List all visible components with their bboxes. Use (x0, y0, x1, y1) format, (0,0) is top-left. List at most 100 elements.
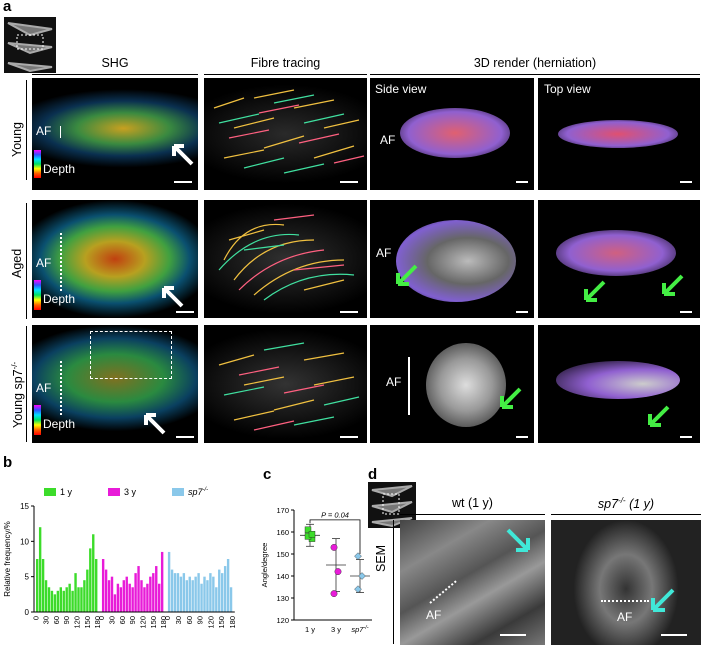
af-label: AF (36, 256, 52, 270)
bar (107, 580, 111, 612)
scale-bar (176, 436, 194, 438)
x-tick-label: 90 (62, 616, 71, 624)
scale-bar (340, 436, 358, 438)
bar (47, 587, 51, 612)
green-arrow-icon (396, 264, 418, 286)
data-point (354, 585, 362, 593)
bar (226, 559, 230, 612)
af-label: AF (376, 246, 392, 260)
bar (203, 576, 206, 612)
data-point (330, 544, 338, 551)
bar (122, 580, 125, 612)
x-tick-label: 30 (42, 616, 51, 624)
scale-bar (661, 634, 687, 636)
bar (41, 559, 45, 612)
green-arrow-icon (500, 387, 522, 409)
bar (149, 576, 152, 612)
render-aged-side-image: AF (370, 200, 534, 318)
x-tick-label: 1 y (305, 625, 315, 634)
x-tick-label: sp7-/- (351, 625, 368, 634)
legend-swatch (172, 488, 184, 496)
scale-bar (516, 311, 528, 313)
bar (113, 594, 117, 612)
render-young-top-image: Top view (538, 78, 700, 190)
bar (95, 559, 98, 612)
bar (71, 590, 74, 612)
y-tick-label: 160 (276, 528, 289, 537)
bar (218, 569, 221, 612)
x-tick-label: 0 (97, 616, 106, 620)
bar (36, 559, 39, 612)
row-label-young-sp7: Young sp7-/- (10, 361, 26, 428)
af-label: AF (36, 381, 52, 395)
data-point (334, 568, 342, 576)
bar (86, 569, 89, 612)
bar (56, 590, 60, 612)
bar (65, 587, 68, 612)
bar (209, 573, 212, 612)
data-point (358, 572, 366, 580)
bar (146, 583, 149, 612)
green-arrow-icon (648, 405, 670, 427)
bar (152, 573, 155, 612)
fibre-aged-image (204, 200, 367, 318)
x-tick-label: 120 (73, 616, 82, 629)
bar (200, 583, 203, 612)
legend-label: 3 y (124, 487, 137, 497)
x-tick-label: 150 (149, 616, 158, 629)
bar (134, 573, 137, 612)
cyan-arrow-icon (506, 528, 530, 552)
tissue-render (556, 230, 676, 276)
bar (176, 573, 180, 612)
bar (74, 573, 77, 612)
data-point (304, 526, 312, 533)
fibre-traces (218, 214, 355, 301)
panel-b-letter: b (3, 454, 13, 471)
x-tick-label: 180 (93, 616, 102, 629)
x-tick-label: 90 (196, 616, 205, 624)
x-tick-label: 180 (228, 616, 236, 629)
af-bracket (60, 361, 62, 415)
row-bracket (26, 326, 27, 442)
depth-label: Depth (43, 292, 76, 306)
col-rule-fibre (204, 74, 367, 75)
panel-a-letter: a (3, 0, 12, 15)
data-point (354, 552, 362, 560)
legend-swatch (44, 488, 56, 496)
af-label: AF (380, 133, 396, 147)
significance-bracket (309, 519, 361, 554)
scale-bar (340, 311, 358, 313)
af-bracket (60, 126, 61, 138)
bar (206, 580, 209, 612)
shg-aged-image: Depth AF (32, 200, 198, 318)
col-head-shg: SHG (101, 56, 129, 70)
x-tick-label: 30 (174, 616, 183, 624)
legend-swatch (108, 488, 120, 496)
roi-box (90, 331, 172, 379)
depth-label: Depth (43, 417, 76, 431)
bar (155, 566, 158, 612)
af-bracket (601, 600, 649, 602)
bar (68, 583, 71, 612)
tissue-render (558, 120, 678, 148)
render-sp7-side-image: AF (370, 325, 534, 443)
af-bracket (60, 233, 62, 291)
green-arrow-icon (662, 274, 684, 296)
bar (212, 576, 215, 612)
bar (158, 583, 161, 612)
y-tick-label: 0 (25, 608, 30, 617)
af-bracket (408, 357, 410, 415)
bar (80, 587, 83, 612)
row-bracket (26, 203, 27, 319)
af-bracket (429, 580, 457, 604)
x-tick-label: 90 (128, 616, 137, 624)
bar (131, 587, 134, 612)
sem-header-sp7: sp7-/- (1 y) (597, 496, 655, 512)
x-tick-label: 120 (206, 616, 215, 629)
data-point (330, 590, 338, 598)
af-label: AF (426, 608, 442, 622)
depth-colorbar (34, 150, 41, 178)
af-label: AF (386, 375, 402, 389)
data-point (308, 531, 316, 538)
